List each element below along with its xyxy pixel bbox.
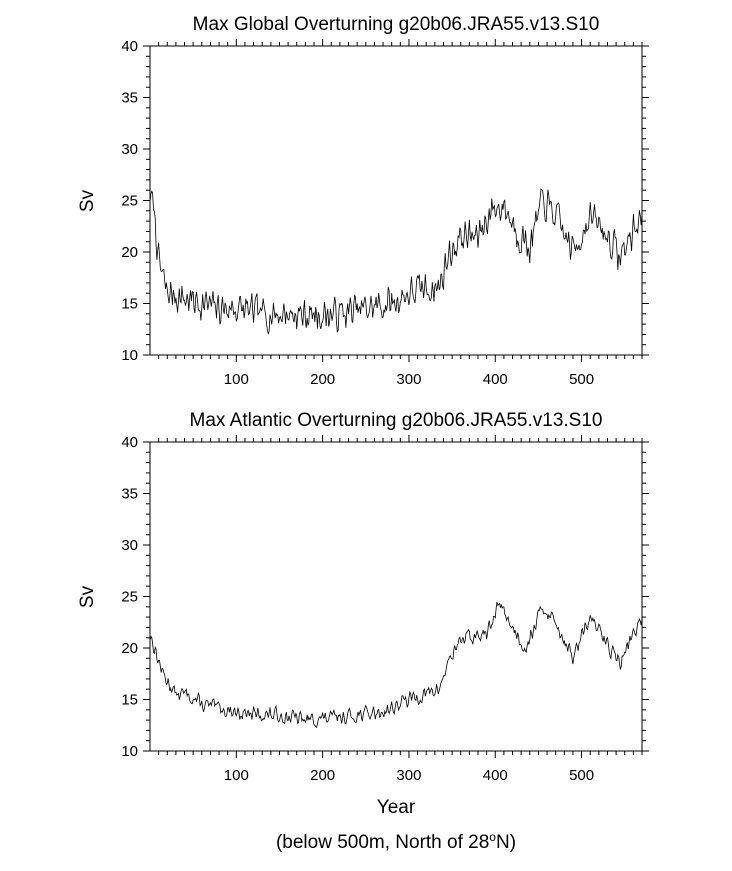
bottom-series-line: [149, 601, 643, 729]
bottom-chart-x-axis-label: Year: [376, 797, 416, 818]
top-x-tick-label: 400: [483, 371, 508, 388]
top-y-tick-label: 25: [121, 193, 138, 210]
top-y-tick-label: 10: [121, 347, 138, 364]
footnote-prefix: (below 500m, North of 28: [275, 832, 490, 853]
top-y-tick-label: 40: [121, 38, 138, 55]
bottom-y-tick-label: 20: [121, 640, 138, 657]
bottom-x-tick-label: 100: [224, 767, 249, 784]
bottom-x-tick-label: 300: [396, 767, 421, 784]
bottom-x-tick-label: 500: [569, 767, 594, 784]
bottom-y-tick-label: 30: [121, 537, 138, 554]
top-chart-title: Max Global Overturning g20b06.JRA55.v13.…: [192, 14, 600, 35]
bottom-y-tick-label: 25: [121, 589, 138, 606]
top-x-tick-label: 100: [224, 371, 249, 388]
top-x-tick-label: 200: [310, 371, 335, 388]
bottom-y-tick-label: 10: [121, 743, 138, 760]
bottom-chart-title: Max Atlantic Overturning g20b06.JRA55.v1…: [189, 410, 603, 431]
bottom-y-tick-label: 40: [121, 434, 138, 451]
top-y-tick-label: 30: [121, 141, 138, 158]
footnote-suffix: N): [495, 832, 517, 853]
top-x-tick-label: 300: [396, 371, 421, 388]
footnote: (below 500m, North of 28oN): [150, 830, 642, 854]
bottom-y-tick-label: 15: [121, 692, 138, 709]
top-x-tick-label: 500: [569, 371, 594, 388]
degree-sign: o: [489, 830, 496, 844]
bottom-x-tick-label: 400: [483, 767, 508, 784]
top-y-tick-label: 20: [121, 244, 138, 261]
bottom-y-tick-label: 35: [121, 486, 138, 503]
top-series-line: [149, 188, 643, 336]
bottom-x-tick-label: 200: [310, 767, 335, 784]
top-y-tick-label: 15: [121, 296, 138, 313]
bottom-chart-y-axis-label: Sv: [77, 585, 98, 609]
top-y-tick-label: 35: [121, 90, 138, 107]
